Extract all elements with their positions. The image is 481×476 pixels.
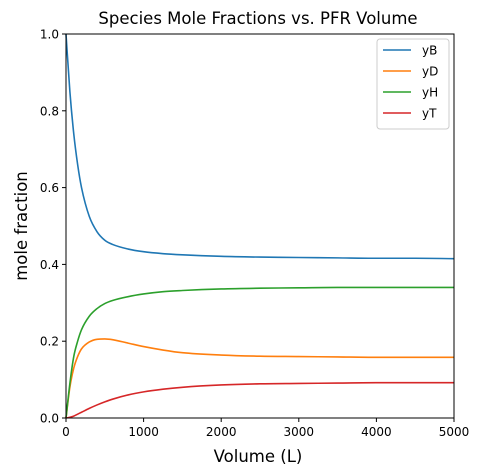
- y-tick-label: 0.6: [40, 181, 59, 195]
- legend-frame: [376, 38, 450, 130]
- chart-title: Species Mole Fractions vs. PFR Volume: [98, 9, 417, 28]
- legend-label-yt: yT: [422, 107, 437, 121]
- y-tick-label: 0.8: [40, 104, 59, 118]
- x-tick-label: 5000: [439, 425, 470, 439]
- series-line-yb: [65, 33, 455, 260]
- legend-label-yh: yH: [422, 86, 438, 100]
- x-tick-label: 3000: [284, 425, 315, 439]
- y-tick-label: 0.0: [40, 412, 59, 426]
- y-tick-label: 0.2: [40, 335, 59, 349]
- y-axis-label: mole fraction: [12, 171, 31, 281]
- legend-label-yd: yD: [422, 65, 438, 79]
- legend-label-yb: yB: [422, 44, 437, 58]
- x-tick-label: 0: [62, 425, 70, 439]
- series-line-yh: [65, 286, 454, 419]
- plot-area: [65, 33, 455, 419]
- y-tick-label: 1.0: [40, 28, 59, 42]
- x-tick-label: 2000: [206, 425, 237, 439]
- x-tick-label: 4000: [361, 425, 392, 439]
- x-axis-label: Volume (L): [214, 447, 303, 466]
- y-axis: 0.0 0.2 0.4 0.6 0.8 1.0: [40, 28, 66, 426]
- series-line-yt: [65, 381, 454, 419]
- x-tick-label: 1000: [128, 425, 159, 439]
- series-layer: [65, 33, 455, 419]
- series-line-yd: [65, 338, 454, 419]
- x-axis: 0 1000 2000 3000 4000 5000: [62, 418, 469, 439]
- plot-frame: [65, 33, 455, 419]
- legend: yB yD yH yT: [376, 38, 450, 130]
- y-tick-label: 0.4: [40, 258, 59, 272]
